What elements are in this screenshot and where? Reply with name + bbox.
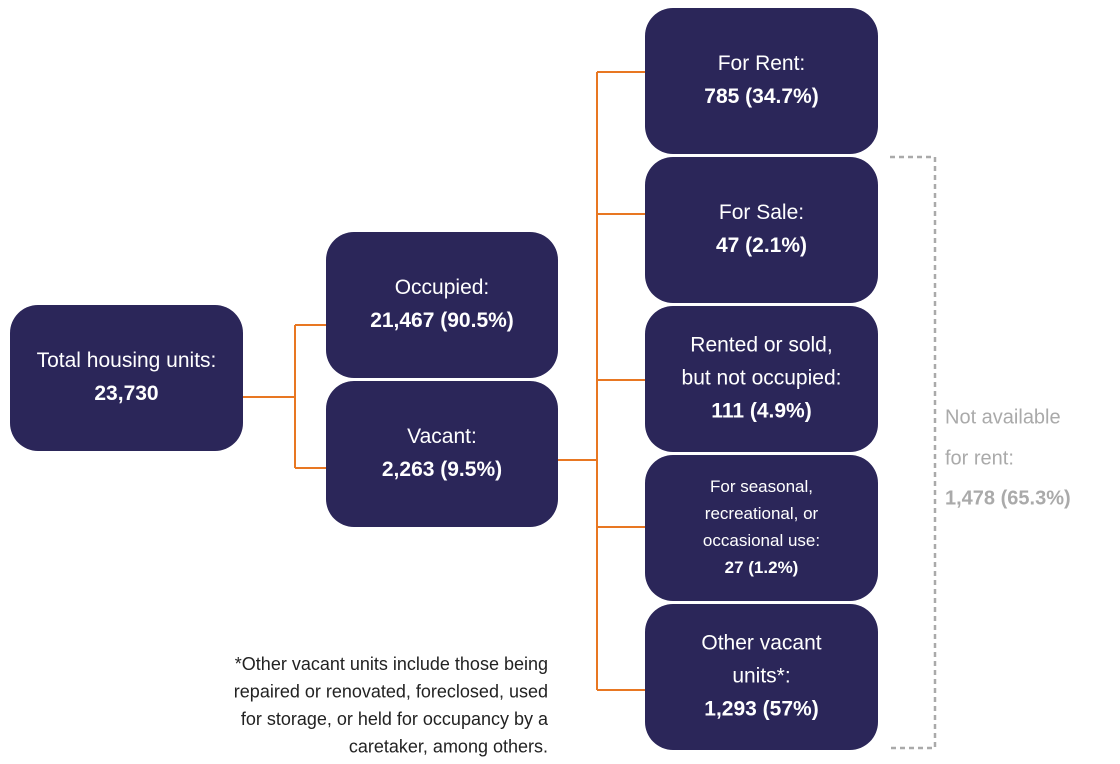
bracket [890,155,937,750]
node-box [10,305,243,451]
footnote: for storage, or held for occupancy by a [241,709,549,729]
node-box [645,604,878,750]
node-value: 2,263 (9.5%) [382,458,502,481]
node-label: Rented or sold, [690,334,832,357]
node-label: Total housing units: [37,349,217,372]
node-value: 21,467 (90.5%) [370,309,514,332]
connector [243,324,326,469]
connector [558,71,645,691]
node-box [326,381,558,527]
footnote: caretaker, among others. [349,736,548,756]
node-value: 1,293 (57%) [704,698,818,721]
footnote: *Other vacant units include those being [235,654,548,674]
bracket-value: 1,478 (65.3%) [945,487,1071,509]
bracket-label: for rent: [945,447,1014,469]
node-label: Vacant: [407,425,477,448]
node-label: but not occupied: [682,367,842,390]
footnote: repaired or renovated, foreclosed, used [234,681,548,701]
node-value: 785 (34.7%) [704,85,818,108]
bracket-label: Not available [945,406,1061,428]
node-label: occasional use: [703,531,820,550]
node-label: For seasonal, [710,477,813,496]
node-box [645,455,878,601]
node-value: 23,730 [94,382,158,405]
node-label: Occupied: [395,276,490,299]
node-box [326,232,558,378]
node-label: For Sale: [719,201,804,224]
node-box [645,306,878,452]
node-value: 111 (4.9%) [711,400,811,423]
node-value: 27 (1.2%) [725,558,799,577]
node-box [645,8,878,154]
node-label: recreational, or [705,504,819,523]
node-label: For Rent: [718,52,806,75]
node-value: 47 (2.1%) [716,234,807,257]
node-box [645,157,878,303]
node-label: Other vacant [701,632,821,655]
node-label: units*: [732,665,790,688]
